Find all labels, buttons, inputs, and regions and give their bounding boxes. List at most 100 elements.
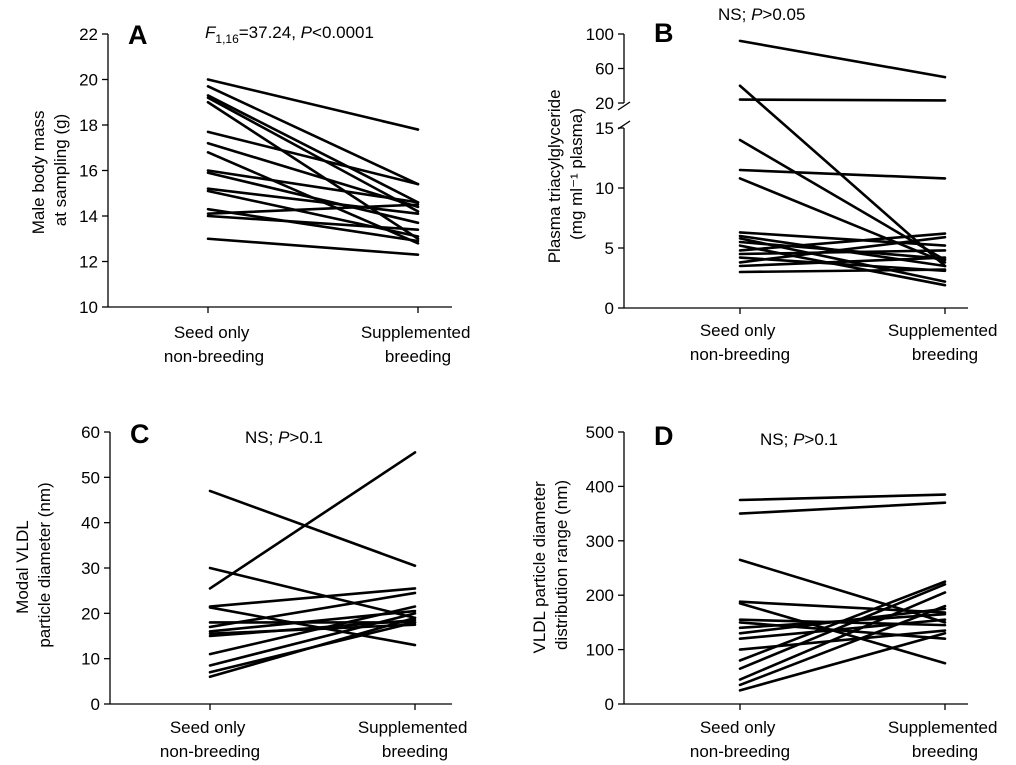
panel-b-line-0 xyxy=(738,39,947,79)
panel-a-category-1: Supplemented breeding xyxy=(361,323,475,366)
panel-d-line-0 xyxy=(738,493,947,502)
panel-c-line-13 xyxy=(208,616,417,679)
panel-a-category-0: Seed only non-breeding xyxy=(164,323,264,366)
panel-a-category-0-line1: Seed only xyxy=(174,323,250,342)
panel-b-line-6 xyxy=(738,231,947,247)
panel-a-stat-f: F xyxy=(205,23,217,42)
panel-b-category-0: Seed only non-breeding xyxy=(690,321,790,364)
panel-a-y-ticks: 10 12 14 16 18 20 22 xyxy=(79,25,108,317)
panel-b-line-2 xyxy=(738,98,947,102)
panel-a-stat-fsub: 1,16 xyxy=(215,32,239,46)
panel-a-line-13 xyxy=(206,203,420,216)
panel-d-ytick-label-2: 200 xyxy=(586,586,614,605)
panel-d-ylabel-line1: VLDL particle diameter xyxy=(530,481,549,654)
panel-c-stat-ns: NS; xyxy=(245,428,278,447)
panel-a: A F1,16=37.24, P<0.0001 Male body mass a… xyxy=(29,20,475,366)
panel-a-line-12 xyxy=(206,207,420,243)
panel-d-y-ticks: 0 100 200 300 400 500 xyxy=(586,423,624,714)
panel-c-letter: C xyxy=(130,419,150,449)
panel-b: B NS; P>0.05 Plasma triacylglyceride (mg… xyxy=(545,5,1002,364)
panel-c-ytick-label-0: 0 xyxy=(91,695,100,714)
panel-c-y-ticks: 0 10 20 30 40 50 60 xyxy=(81,423,110,714)
panel-b-ylabel: Plasma triacylglyceride (mg ml⁻¹ plasma) xyxy=(545,85,586,264)
panel-a-line-9 xyxy=(206,171,420,225)
panel-b-stat-ns: NS; xyxy=(718,5,751,24)
panel-d-stat-ns: NS; xyxy=(760,430,793,449)
panel-d-line-1 xyxy=(738,501,947,515)
panel-a-stat: F1,16=37.24, P<0.0001 xyxy=(205,23,374,46)
panel-c-line-1 xyxy=(208,566,417,620)
panel-c-ytick-label-5: 50 xyxy=(81,468,100,487)
panel-b-ytick-label-3: 15 xyxy=(595,119,614,138)
panel-d-category-0-line2: non-breeding xyxy=(690,742,790,761)
panel-d-line-4 xyxy=(738,602,947,665)
panel-b-ytick-label-0: 0 xyxy=(605,299,614,318)
panel-d-ytick-label-3: 300 xyxy=(586,532,614,551)
panel-a-line-2 xyxy=(206,94,420,204)
panel-c-category-0-line1: Seed only xyxy=(170,718,246,737)
panel-d-line-13 xyxy=(738,591,947,681)
panel-c-stat-pvalue: >0.1 xyxy=(289,428,323,447)
panel-d-stat-p: P xyxy=(793,430,805,449)
panel-d-category-1-line2: breeding xyxy=(912,742,978,761)
panel-b-category-0-line2: non-breeding xyxy=(690,345,790,364)
panel-c-line-6 xyxy=(208,591,417,629)
panel-d-line-12 xyxy=(738,583,947,670)
panel-c-category-1-line1: Supplemented xyxy=(358,718,468,737)
panel-d-line-15 xyxy=(738,631,947,692)
panel-c-ytick-label-2: 20 xyxy=(81,604,100,623)
panel-b-category-1-line2: breeding xyxy=(912,345,978,364)
panel-d-line-3 xyxy=(738,600,947,614)
panel-b-line-13 xyxy=(738,256,947,273)
panel-d-ytick-label-5: 500 xyxy=(586,423,614,442)
panel-b-ytick-label-6: 100 xyxy=(586,25,614,44)
panel-c-ytick-label-6: 60 xyxy=(81,423,100,442)
panel-a-line-14 xyxy=(206,214,420,231)
panel-a-line-5 xyxy=(206,130,420,186)
panel-b-ylabel-line2: (mg ml⁻¹ plasma) xyxy=(567,108,586,240)
panel-d-category-1-line1: Supplemented xyxy=(888,718,998,737)
panel-b-line-11 xyxy=(738,232,947,252)
panel-a-category-1-line2: breeding xyxy=(385,347,451,366)
panel-d-category-1: Supplemented breeding xyxy=(888,718,1002,761)
panel-a-line-11 xyxy=(206,189,420,238)
panel-c-ytick-label-1: 10 xyxy=(81,650,100,669)
panel-b-category-1: Supplemented breeding xyxy=(888,321,1002,364)
panel-b-line-4 xyxy=(738,168,947,180)
panel-b-line-5 xyxy=(738,177,947,264)
panel-c-line-11 xyxy=(208,612,417,667)
panel-c-stat: NS; P>0.1 xyxy=(245,428,323,447)
panel-d-stat: NS; P>0.1 xyxy=(760,430,838,449)
panel-d-stat-pvalue: >0.1 xyxy=(804,430,838,449)
panel-a-lines xyxy=(206,78,420,256)
panel-b-category-0-line1: Seed only xyxy=(700,321,776,340)
panel-a-line-8 xyxy=(206,169,420,204)
panel-c-category-1-line2: breeding xyxy=(382,742,448,761)
panel-a-line-15 xyxy=(206,237,420,256)
panel-a-line-10 xyxy=(206,187,420,216)
panel-b-ytick-label-2: 10 xyxy=(595,179,614,198)
panel-b-category-1-line1: Supplemented xyxy=(888,321,998,340)
panel-d-line-11 xyxy=(738,580,947,662)
panel-d-letter: D xyxy=(654,421,674,451)
panel-d-ylabel-line2: distribution range (nm) xyxy=(552,480,571,650)
panel-b-ytick-label-5: 60 xyxy=(595,60,614,79)
panel-c: C NS; P>0.1 Modal VLDL particle diameter… xyxy=(13,419,468,761)
panel-a-ytick-label-4: 18 xyxy=(79,116,98,135)
panel-d-ytick-label-1: 100 xyxy=(586,641,614,660)
panel-b-line-15 xyxy=(738,256,947,268)
panel-b-lines xyxy=(738,39,947,287)
panel-b-stat-pvalue: >0.05 xyxy=(762,5,805,24)
panel-b-ytick-label-4: 20 xyxy=(595,94,614,113)
panel-c-line-0 xyxy=(208,489,417,568)
panel-d-ytick-label-4: 400 xyxy=(586,477,614,496)
panel-a-stat-pvalue: <0.0001 xyxy=(312,23,374,42)
panel-d-category-0: Seed only non-breeding xyxy=(690,718,790,761)
panel-c-stat-p: P xyxy=(278,428,290,447)
panel-a-line-0 xyxy=(206,78,420,131)
panel-b-stat-p: P xyxy=(751,5,763,24)
panel-a-ytick-label-5: 20 xyxy=(79,71,98,90)
panel-a-line-4 xyxy=(206,100,420,241)
panel-d: D NS; P>0.1 VLDL particle diameter distr… xyxy=(530,421,1002,761)
